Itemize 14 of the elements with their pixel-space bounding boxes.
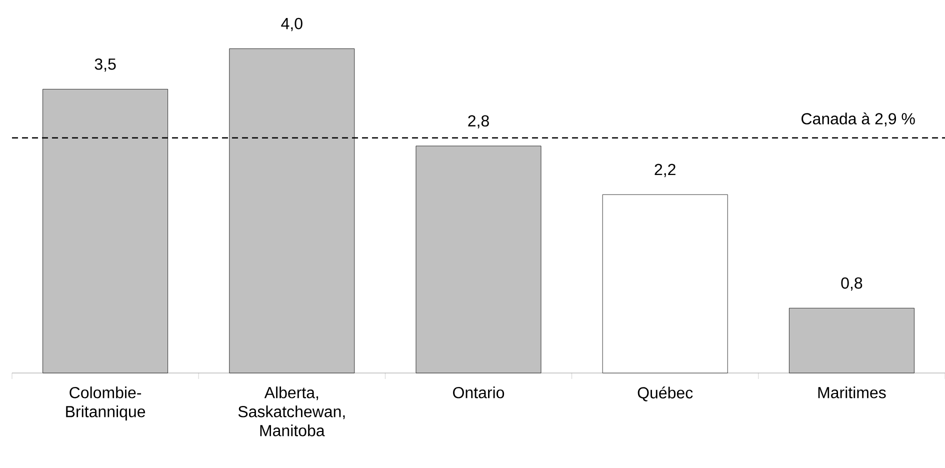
x-tick-label: Ontario — [453, 386, 504, 398]
data-label: 2,2 — [654, 164, 676, 178]
bar — [602, 194, 728, 374]
x-tick-label: Maritimes — [818, 386, 886, 398]
data-label: 2,8 — [468, 115, 489, 128]
data-label: 3,5 — [94, 58, 116, 72]
data-label: 0,8 — [841, 277, 862, 291]
bar — [416, 146, 542, 374]
ref-line-label: Canada à 2,9 % — [802, 112, 915, 126]
x-tick-label: Colombie-Britannique — [66, 386, 146, 420]
bar — [788, 308, 914, 374]
data-label: 4,0 — [281, 18, 302, 32]
x-tick-label: Québec — [638, 386, 693, 402]
x-tick-label: Alberta, Saskatchewan, Manitoba — [238, 386, 345, 436]
